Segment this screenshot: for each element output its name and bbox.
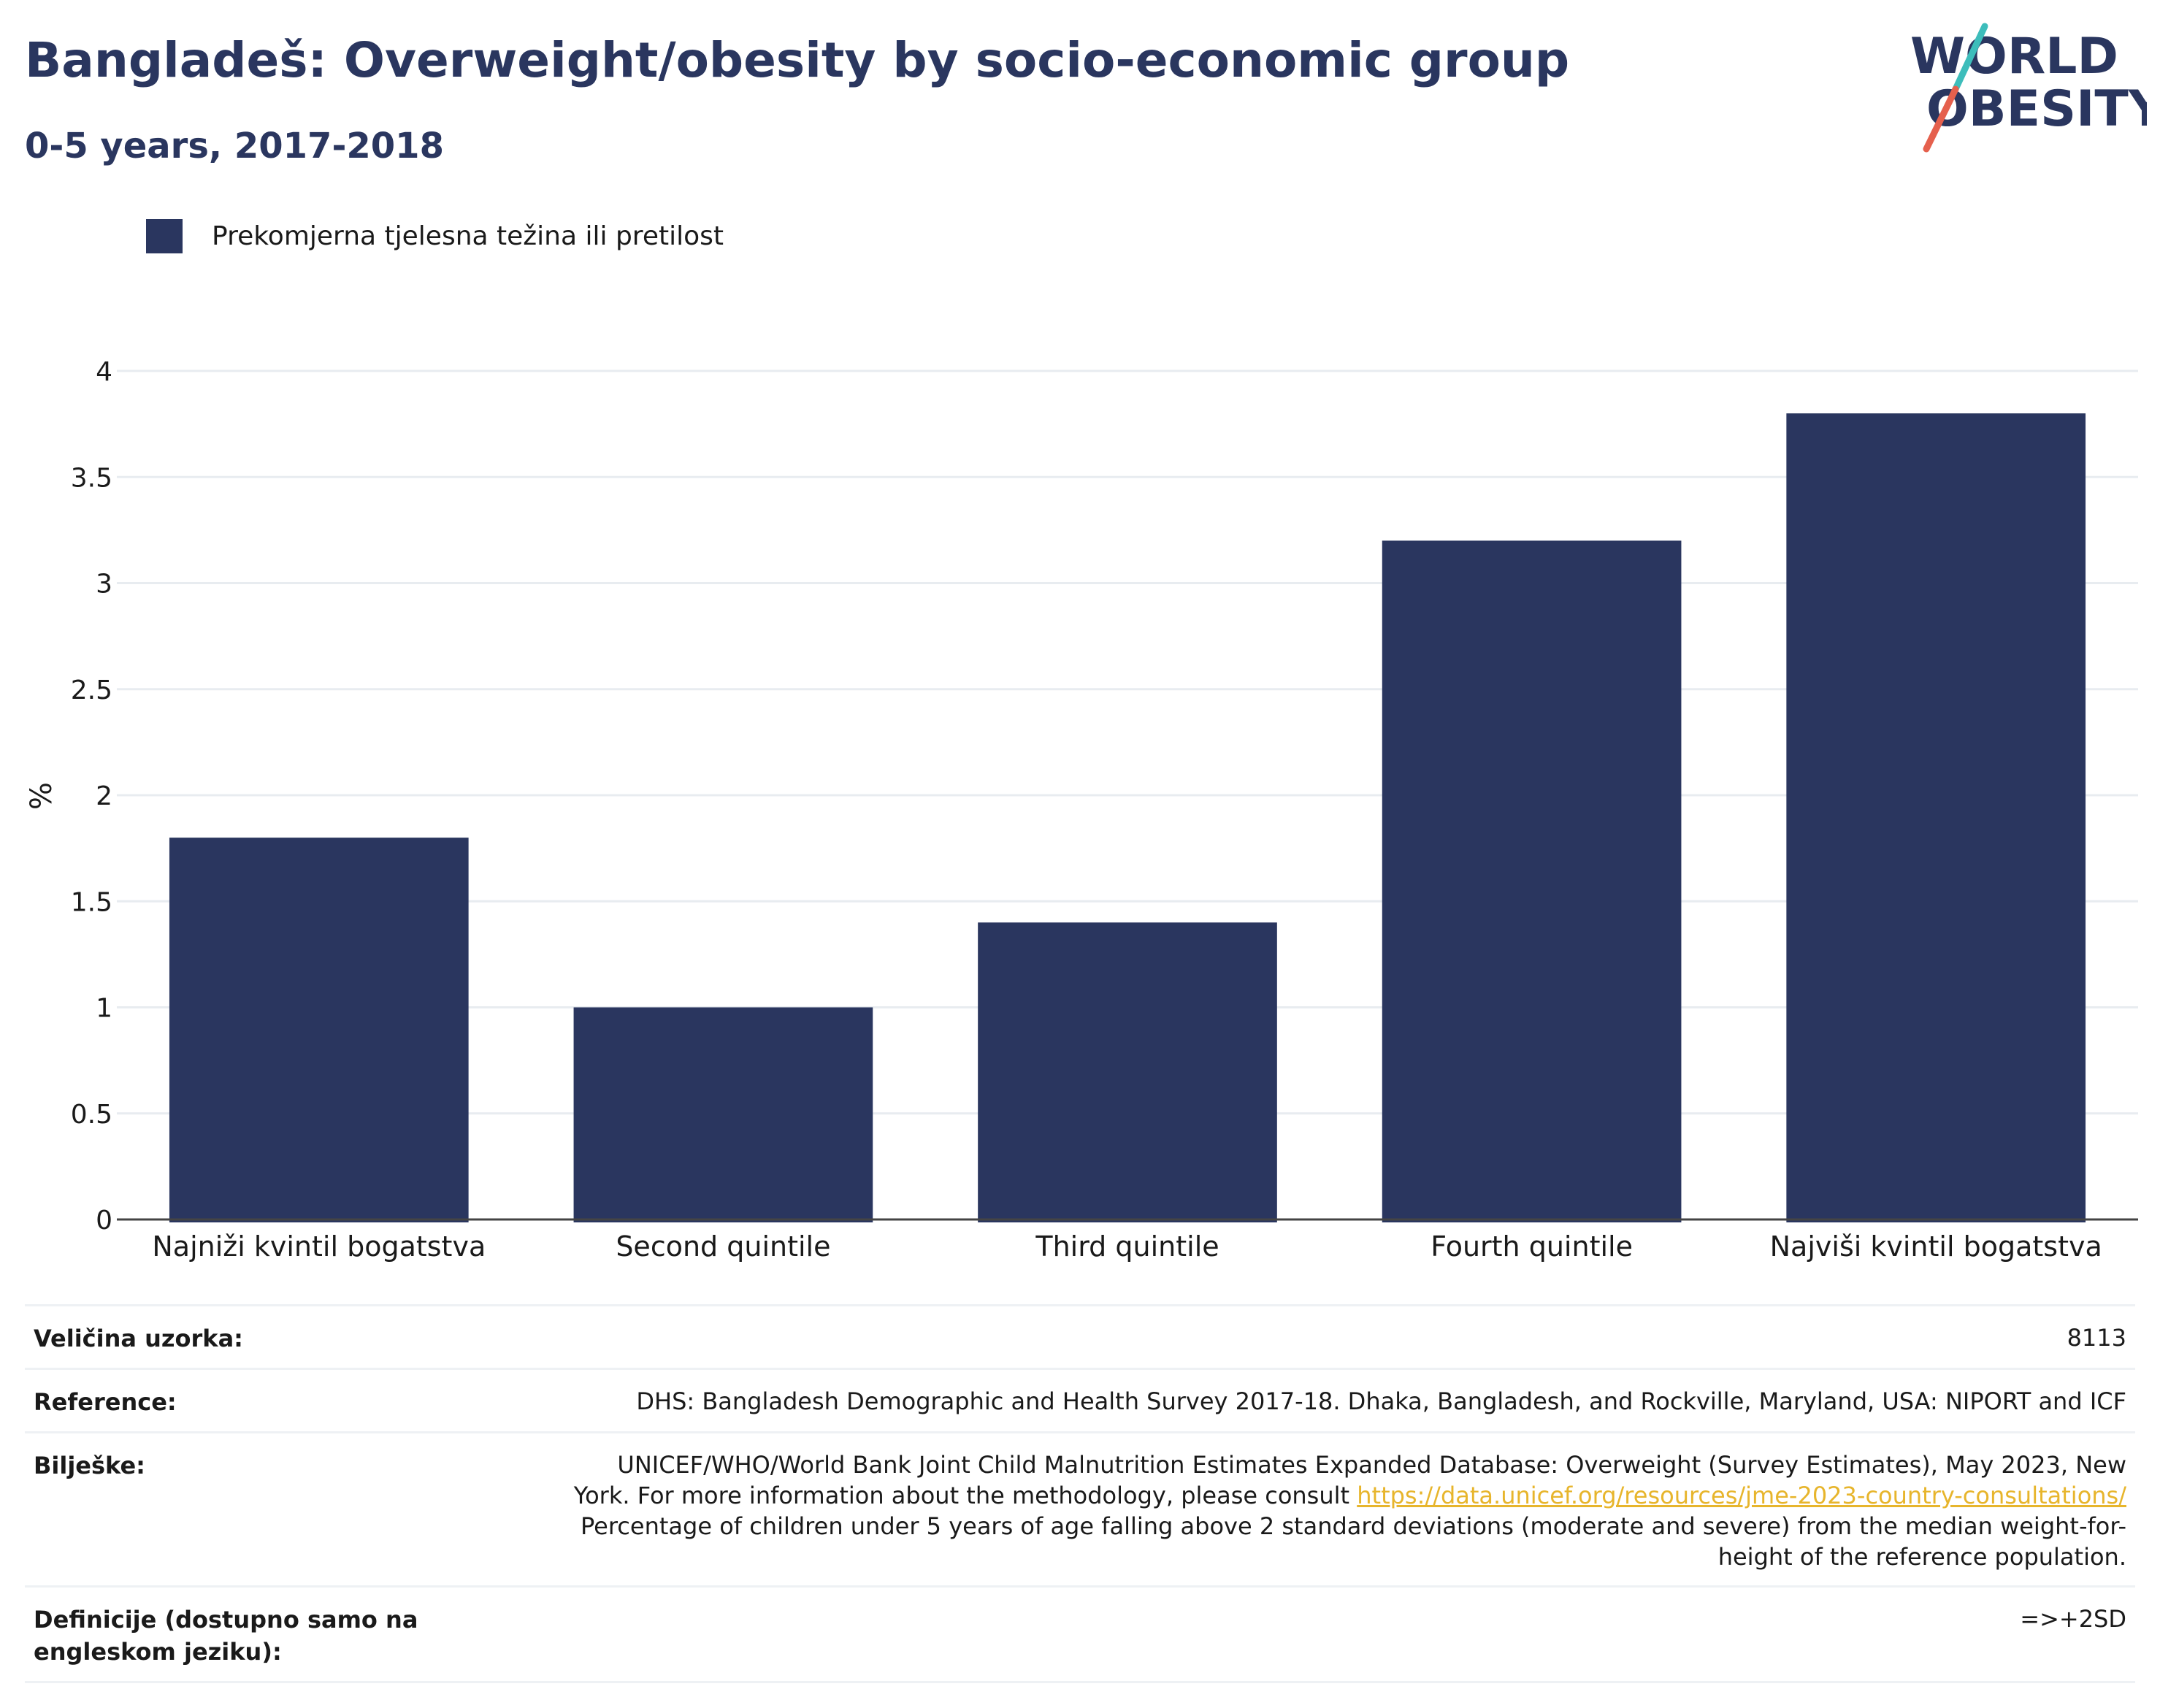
x-tick-label: Fourth quintile (1431, 1230, 1633, 1263)
meta-row-sample-size: Veličina uzorka: 8113 (25, 1304, 2135, 1368)
meta-row-notes: Bilješke: UNICEF/WHO/World Bank Joint Ch… (25, 1431, 2135, 1585)
chart-title: Bangladeš: Overweight/obesity by socio-e… (25, 32, 1570, 88)
y-axis-label: % (25, 782, 58, 810)
meta-row-reference: Reference: DHS: Bangladesh Demographic a… (25, 1368, 2135, 1431)
y-tick-label: 1.5 (71, 887, 112, 917)
y-tick-label: 0.5 (71, 1100, 112, 1130)
logo-slash-teal (1952, 23, 1988, 93)
reference-label: Reference: (34, 1388, 177, 1416)
bar[interactable] (1786, 413, 2086, 1222)
methodology-link[interactable]: https://data.unicef.org/resources/jme-20… (1357, 1482, 2126, 1509)
bar-chart: 0 0.5 1 1.5 2 2.5 3 3.5 4 Najniži kvintil bogats… (25, 357, 2138, 1263)
y-tick-label: 3.5 (71, 463, 112, 493)
definitions-label: Definicije (dostupno samo na engleskom j… (34, 1606, 418, 1666)
notes-label: Bilješke: (34, 1452, 145, 1479)
y-tick-label: 2 (96, 781, 112, 811)
meta-row-definitions: Definicije (dostupno samo na engleskom j… (25, 1585, 2135, 1683)
reference-value: DHS: Bangladesh Demographic and Health S… (636, 1387, 2126, 1415)
logo-slash-red (1923, 85, 1959, 153)
bar[interactable] (978, 922, 1277, 1222)
y-axis-ticks: 0 0.5 1 1.5 2 2.5 3 3.5 4 (71, 357, 112, 1236)
y-tick-label: 2.5 (71, 675, 112, 705)
x-tick-label: Najviši kvintil bogatstva (1770, 1230, 2102, 1263)
y-tick-label: 3 (96, 570, 112, 600)
notes-line-2: York. For more information about the met… (559, 1480, 2126, 1511)
definitions-value: =>+2SD (2020, 1605, 2126, 1633)
chart-subtitle: 0-5 years, 2017-2018 (25, 126, 444, 166)
y-tick-label: 1 (96, 994, 112, 1024)
bar-layer (169, 413, 2086, 1222)
y-tick-label: 4 (96, 357, 112, 387)
x-axis-ticks: Najniži kvintil bogatstva Second quintile… (152, 1230, 2102, 1263)
bar[interactable] (1382, 540, 1682, 1222)
notes-line-1: UNICEF/WHO/World Bank Joint Child Malnut… (617, 1451, 2126, 1479)
sample-size-value: 8113 (2067, 1324, 2126, 1352)
logo-text-obesity: OBESITY (1926, 80, 2147, 138)
y-tick-label: 0 (96, 1206, 112, 1236)
legend-label: Prekomjerna tjelesna težina ili pretilos… (212, 221, 724, 251)
metadata-table: Veličina uzorka: 8113 Reference: DHS: Ba… (25, 1304, 2135, 1683)
x-tick-label: Najniži kvintil bogatstva (152, 1230, 486, 1263)
legend-swatch (146, 218, 183, 253)
notes-line-3: Percentage of children under 5 years of … (581, 1512, 2126, 1540)
notes-line-2-text: York. For more information about the met… (573, 1482, 1357, 1509)
bar[interactable] (573, 1007, 873, 1223)
logo-text-world: WORLD (1910, 28, 2118, 85)
x-tick-label: Third quintile (1035, 1230, 1219, 1263)
bar[interactable] (169, 838, 469, 1222)
sample-size-label: Veličina uzorka: (34, 1325, 243, 1352)
x-tick-label: Second quintile (616, 1230, 830, 1263)
notes-line-4: height of the reference population. (1717, 1543, 2126, 1571)
world-obesity-logo: WORLD OBESITY (1910, 23, 2147, 153)
legend[interactable]: Prekomjerna tjelesna težina ili pretilos… (146, 218, 724, 254)
notes-value: UNICEF/WHO/World Bank Joint Child Malnut… (559, 1449, 2126, 1572)
